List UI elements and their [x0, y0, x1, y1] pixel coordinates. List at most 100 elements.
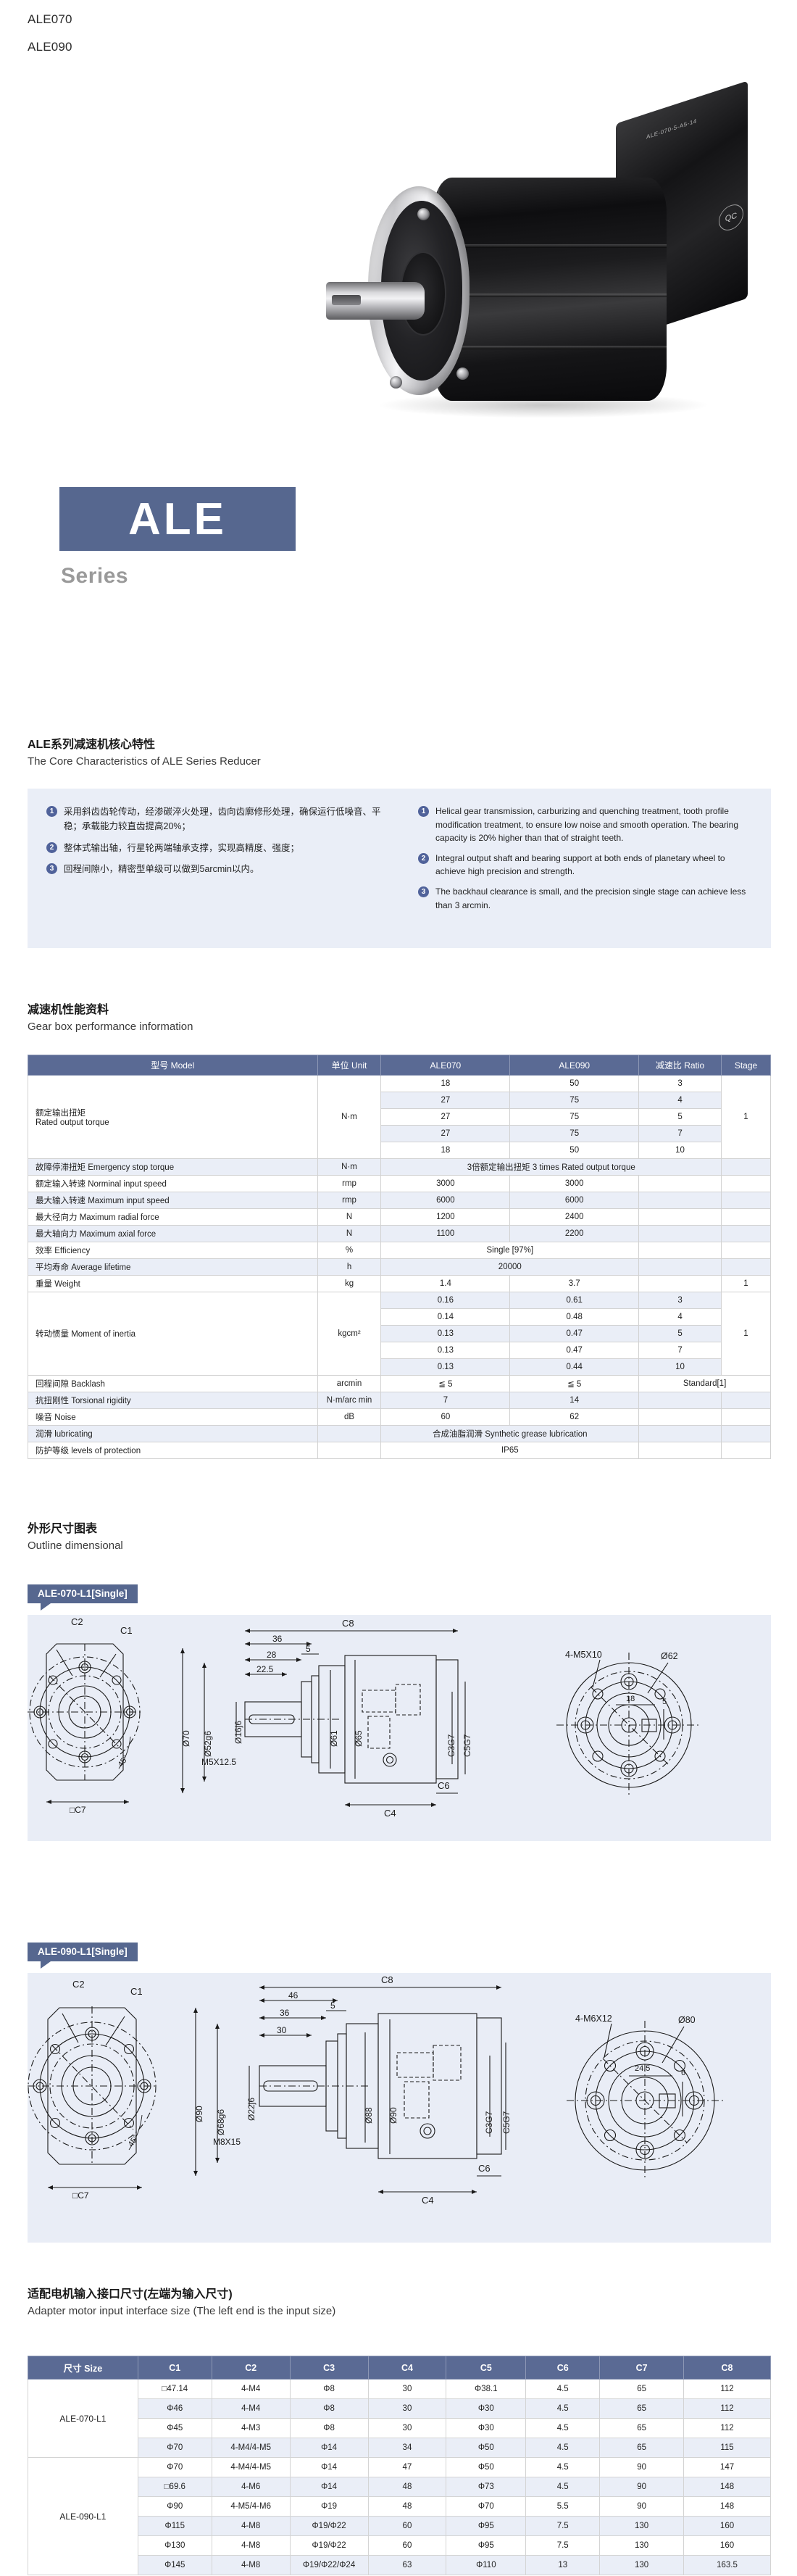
- cell-c7: 65: [599, 2379, 685, 2399]
- cell-ratio: 5: [638, 1108, 722, 1126]
- cell-c2: 4-M8: [211, 2555, 291, 2575]
- dim-label-m5x12-5: M5X12.5: [201, 1757, 237, 1767]
- cell-c5: Φ38.1: [446, 2379, 527, 2399]
- adapter-title-cn: 适配电机输入接口尺寸(左端为输入尺寸): [28, 2288, 233, 2301]
- core-item-cn-text: 整体式输出轴，行星轮两端轴承支撑，实现高精度、强度；: [64, 842, 300, 853]
- dim-label-c8: C8: [342, 1618, 354, 1629]
- th-stage: Stage: [721, 1055, 771, 1076]
- row-label-cn: 额定输出扭矩: [36, 1109, 85, 1118]
- cell-c2: 4-M3: [211, 2418, 291, 2438]
- dim-label-d62: Ø62: [661, 1651, 678, 1661]
- cell-c5: Φ110: [446, 2555, 527, 2575]
- cell-c3: Φ8: [289, 2398, 369, 2419]
- th-c8: C8: [683, 2356, 771, 2380]
- cell-ale090: 0.47: [509, 1342, 640, 1359]
- cell-ale070: 0.16: [380, 1292, 511, 1309]
- cell-span: IP65: [380, 1442, 640, 1459]
- cell-c8: 148: [683, 2477, 771, 2497]
- table-row: Φ130 4-M8 Φ19/Φ22 60 Φ95 7.5 130 160: [28, 2535, 771, 2556]
- brand-badge: ALE: [59, 487, 296, 551]
- cell-c3: Φ14: [289, 2438, 369, 2458]
- cell-c4: 60: [367, 2535, 447, 2556]
- cell-c1: Φ145: [137, 2555, 212, 2575]
- cell-c4: 60: [367, 2516, 447, 2536]
- cell-c3: Φ19/Φ22/Φ24: [289, 2555, 369, 2575]
- cell-ratio: [638, 1275, 722, 1292]
- row-stage: [721, 1242, 771, 1259]
- row-label: 额定输入转速 Norminal input speed: [28, 1175, 318, 1192]
- cell-ratio: [638, 1175, 722, 1192]
- row-label: 额定输出扭矩 Rated output torque: [28, 1075, 318, 1159]
- row-label: 抗扭刚性 Torsional rigidity: [28, 1392, 318, 1409]
- cell-c1: Φ45: [137, 2418, 212, 2438]
- cell-c7: 65: [599, 2438, 685, 2458]
- cell-c6: 4.5: [525, 2418, 601, 2438]
- cell-ale070: 1.4: [380, 1275, 511, 1292]
- cell-span: Single [97%]: [380, 1242, 640, 1259]
- core-item-cn-text: 回程间隙小，精密型单级可以做到5arcmin以内。: [64, 863, 259, 874]
- row-label-en: Backlash: [71, 1380, 105, 1389]
- cell-ale070: 1200: [380, 1208, 511, 1226]
- flange-bolt-icon: [456, 367, 469, 380]
- row-label-cn: 防护等级: [36, 1447, 69, 1455]
- table-row: 最大轴向力 Maximum axial force N 1100 2200: [28, 1225, 771, 1242]
- core-item-cn-text: 采用斜齿齿轮传动，经渗碳淬火处理，齿向齿廓修形处理，确保运行低噪音、平稳；承载能…: [64, 807, 381, 832]
- cell-c5: Φ30: [446, 2418, 527, 2438]
- row-unit: arcmin: [317, 1375, 382, 1392]
- row-unit: rmp: [317, 1192, 382, 1209]
- brand-series-text: Series: [61, 564, 129, 588]
- cell-c8: 115: [683, 2438, 771, 2458]
- core-item-en-text: Integral output shaft and bearing suppor…: [435, 852, 725, 877]
- drawing-tag-070: ALE-070-L1[Single]: [28, 1584, 138, 1611]
- cell-ale070: 1100: [380, 1225, 511, 1242]
- row-stage: [721, 1192, 771, 1209]
- cell-c7: 65: [599, 2418, 685, 2438]
- cell-ale070: 0.13: [380, 1358, 511, 1376]
- row-label-en: Emergency stop torque: [88, 1163, 175, 1172]
- outline-heading: 外形尺寸图表 Outline dimensional: [28, 1521, 123, 1555]
- cell-ale070: 27: [380, 1092, 511, 1109]
- cell-ale090: 14: [509, 1392, 640, 1409]
- drawing-tag-090: ALE-090-L1[Single]: [28, 1943, 138, 1969]
- performance-table: 型号 Model 单位 Unit ALE070 ALE090 减速比 Ratio…: [28, 1055, 771, 1459]
- table-row: 防护等级 levels of protection IP65: [28, 1442, 771, 1459]
- cell-ale090: 75: [509, 1125, 640, 1142]
- row-stage: 1: [721, 1075, 771, 1159]
- outline-title-cn: 外形尺寸图表: [28, 1523, 98, 1535]
- cell-c6: 13: [525, 2555, 601, 2575]
- cell-c6: 5.5: [525, 2496, 601, 2517]
- cell-ale070: 0.14: [380, 1308, 511, 1326]
- dim-label-d70: Ø70: [181, 1730, 191, 1747]
- cell-c2: 4-M8: [211, 2516, 291, 2536]
- cell-ale070: ≦ 5: [380, 1375, 511, 1392]
- row-label-cn: 额定输入转速: [36, 1180, 85, 1189]
- core-item-en: 3 The backhaul clearance is small, and t…: [418, 885, 756, 912]
- cell-ale090: 0.47: [509, 1325, 640, 1342]
- th-size: 尺寸 Size: [28, 2356, 138, 2380]
- adapter-table: 尺寸 Size C1 C2 C3 C4 C5 C6 C7 C8 ALE-070-…: [28, 2356, 771, 2575]
- table-row: 0.14 0.48 4: [28, 1308, 771, 1326]
- cell-c2: 4-M6: [211, 2477, 291, 2497]
- cell-c5: Φ95: [446, 2535, 527, 2556]
- product-photo-stage: ALE-070-5-A5-14 QC: [239, 69, 761, 511]
- row-stage: 1: [721, 1292, 771, 1376]
- row-label: 噪音 Noise: [28, 1408, 318, 1426]
- row-label-cn: 最大轴向力: [36, 1230, 78, 1239]
- th-c4: C4: [367, 2356, 447, 2380]
- table-row: 额定输出扭矩 Rated output torque N·m 18 50 3 1: [28, 1075, 771, 1159]
- dim-label-24-5: 24.5: [635, 2064, 651, 2073]
- cell-c1: Φ130: [137, 2535, 212, 2556]
- table-row: 效率 Efficiency % Single [97%]: [28, 1242, 771, 1259]
- cell-ratio: 10: [638, 1358, 722, 1376]
- row-label-en: Efficiency: [54, 1247, 91, 1255]
- row-label-cn: 转动惯量: [36, 1330, 69, 1339]
- th-ale070: ALE070: [380, 1055, 511, 1076]
- cell-c1: □47.14: [137, 2379, 212, 2399]
- row-unit: dB: [317, 1408, 382, 1426]
- dim-label-5-key: 5: [662, 1698, 667, 1706]
- core-item-cn: 3 回程间隙小，精密型单级可以做到5arcmin以内。: [46, 862, 385, 876]
- cell-ratio: [638, 1442, 722, 1459]
- dim-label-d22j6: Ø22j6: [246, 2097, 256, 2121]
- cell-ale090: 0.61: [509, 1292, 640, 1309]
- row-label: 润滑 lubricating: [28, 1425, 318, 1442]
